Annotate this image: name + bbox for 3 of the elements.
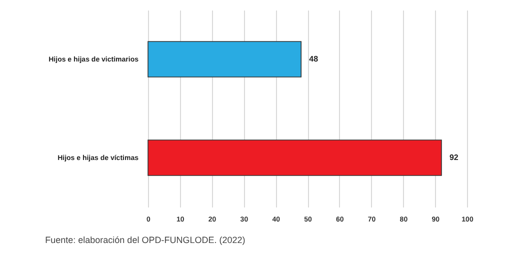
data-label: 92 <box>449 152 459 162</box>
source-note: Fuente: elaboración del OPD-FUNGLODE. (2022) <box>45 235 246 245</box>
data-label: 48 <box>309 54 319 64</box>
